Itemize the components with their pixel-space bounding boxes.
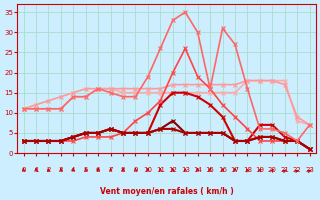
X-axis label: Vent moyen/en rafales ( km/h ): Vent moyen/en rafales ( km/h ) <box>100 187 234 196</box>
